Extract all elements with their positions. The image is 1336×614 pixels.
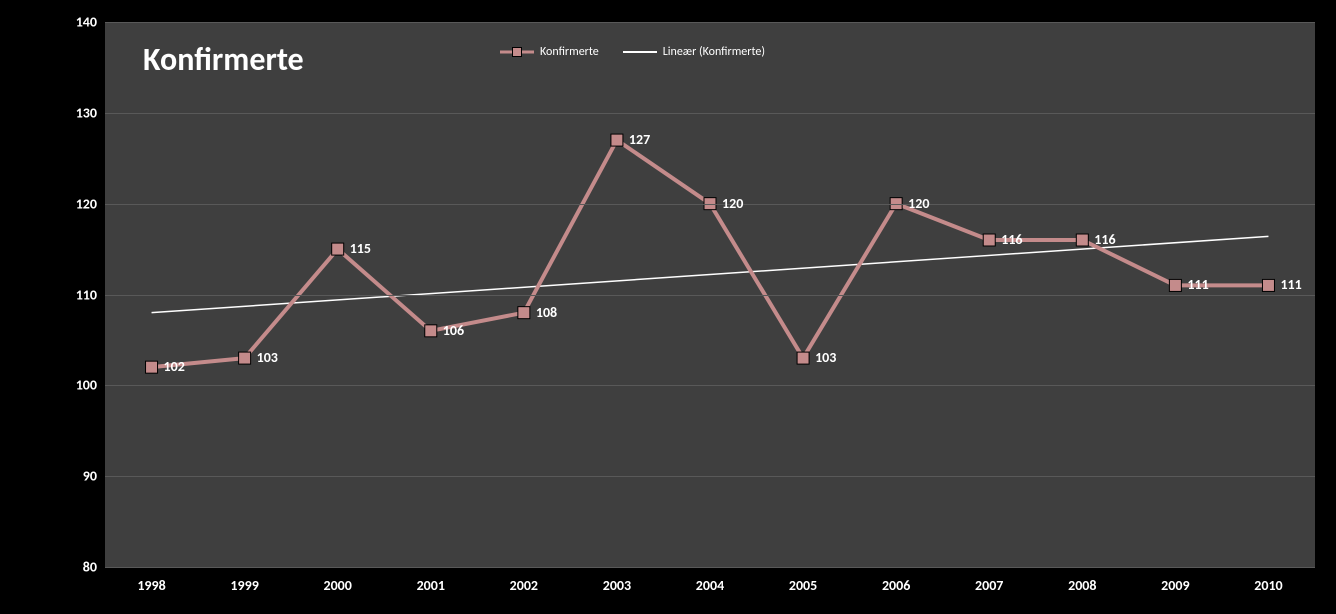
- x-tick-label: 2008: [1068, 577, 1096, 594]
- x-tick-label: 2000: [323, 577, 351, 594]
- legend-item-series: Konfirmerte: [500, 45, 599, 59]
- data-label: 102: [164, 358, 185, 375]
- y-tick-label: 90: [65, 468, 97, 485]
- data-label: 120: [908, 195, 929, 212]
- y-tick-label: 110: [65, 286, 97, 303]
- data-marker: [146, 361, 158, 373]
- data-label: 111: [1187, 276, 1208, 293]
- gridline: [105, 385, 1315, 386]
- data-marker: [518, 307, 530, 319]
- legend-series-marker: [500, 46, 534, 58]
- legend-series-label: Konfirmerte: [540, 45, 599, 59]
- data-marker: [332, 243, 344, 255]
- y-tick-label: 100: [65, 377, 97, 394]
- x-tick-label: 2009: [1161, 577, 1189, 594]
- data-label: 116: [1094, 231, 1115, 248]
- x-tick-label: 2004: [696, 577, 724, 594]
- data-marker: [425, 325, 437, 337]
- data-marker: [797, 352, 809, 364]
- chart-container: 102103115106108127120103120116116111111 …: [10, 10, 1326, 604]
- x-tick-label: 2003: [603, 577, 631, 594]
- y-tick-label: 120: [65, 195, 97, 212]
- data-label: 116: [1001, 231, 1022, 248]
- series-line: [152, 140, 1269, 367]
- data-marker: [1169, 279, 1181, 291]
- x-tick-label: 2005: [789, 577, 817, 594]
- legend-item-trend: Lineær (Konfirmerte): [623, 45, 765, 59]
- data-marker: [1076, 234, 1088, 246]
- x-tick-label: 2010: [1254, 577, 1282, 594]
- data-marker: [983, 234, 995, 246]
- data-marker: [611, 134, 623, 146]
- y-tick-label: 80: [65, 559, 97, 576]
- gridline: [105, 22, 1315, 23]
- data-label: 103: [257, 349, 278, 366]
- x-tick-label: 2006: [882, 577, 910, 594]
- data-marker: [1262, 279, 1274, 291]
- data-label: 103: [815, 349, 836, 366]
- legend: Konfirmerte Lineær (Konfirmerte): [500, 45, 765, 59]
- plot-area: 102 103 115 106 108 127 120 103 120 116 116 111 111: [105, 22, 1315, 567]
- x-tick-label: 2002: [510, 577, 538, 594]
- gridline: [105, 113, 1315, 114]
- x-tick-label: 1998: [137, 577, 165, 594]
- data-label: 127: [629, 131, 650, 148]
- gridline: [105, 476, 1315, 477]
- gridline: [105, 204, 1315, 205]
- legend-trend-label: Lineær (Konfirmerte): [663, 45, 765, 59]
- x-tick-label: 1999: [230, 577, 258, 594]
- x-tick-label: 2007: [975, 577, 1003, 594]
- legend-trend-marker: [623, 51, 657, 53]
- gridline: [105, 567, 1315, 568]
- chart-title: Konfirmerte: [143, 40, 304, 79]
- x-tick-label: 2001: [417, 577, 445, 594]
- data-label: 108: [536, 304, 557, 321]
- gridline: [105, 295, 1315, 296]
- data-label: 120: [722, 195, 743, 212]
- data-label: 111: [1280, 276, 1301, 293]
- y-tick-label: 140: [65, 14, 97, 31]
- y-tick-label: 130: [65, 104, 97, 121]
- data-marker: [239, 352, 251, 364]
- data-label: 115: [350, 240, 371, 257]
- data-label: 106: [443, 322, 464, 339]
